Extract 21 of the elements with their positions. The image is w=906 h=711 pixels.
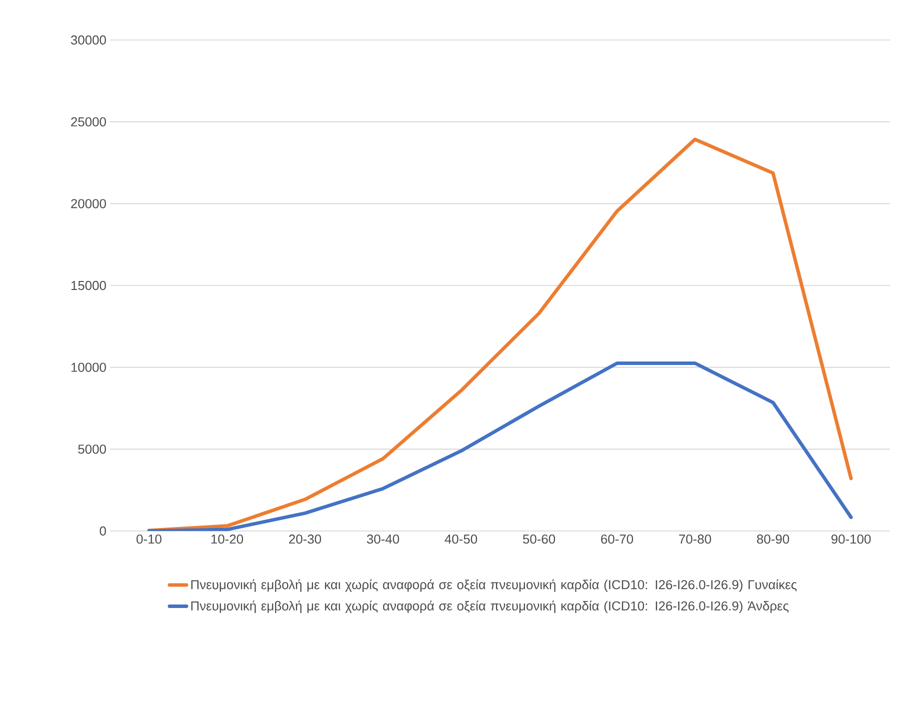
x-tick-label: 0-10 <box>136 534 162 544</box>
x-tick-label: 70-80 <box>679 534 712 544</box>
y-tick-label: 0 <box>100 526 106 536</box>
y-tick-label: 25000 <box>71 117 106 126</box>
y-tick-label: 20000 <box>71 199 106 208</box>
x-tick-label: 40-50 <box>444 534 478 544</box>
y-tick-label: 5000 <box>78 444 106 454</box>
x-tick-label: 10-20 <box>211 534 244 544</box>
x-tick-label: 20-30 <box>289 534 322 544</box>
y-tick-label: 15000 <box>71 280 106 290</box>
x-tick-label: 50-60 <box>522 534 556 544</box>
legend-label: Πνευμονική εμβολή με και χωρίς αναφορά σε οξεία πνευμονική καρδία (ICD10: I26-I26.0-I26.9) Γυναίκες <box>191 579 797 592</box>
line-series <box>147 138 853 531</box>
legend-label: Πνευμονική εμβολή με και χωρίς αναφορά σε οξεία πνευμονική καρδία (ICD10: I26-I26.0-I26.9) Άνδρες <box>191 600 789 614</box>
line-series <box>147 361 853 531</box>
y-tick-label: 30000 <box>70 35 106 45</box>
x-tick-label: 60-70 <box>601 534 634 544</box>
y-tick-label: 10000 <box>71 362 106 372</box>
x-tick-label: 90-100 <box>831 534 871 544</box>
x-tick-label: 30-40 <box>366 534 400 544</box>
x-tick-label: 80-90 <box>757 534 790 544</box>
